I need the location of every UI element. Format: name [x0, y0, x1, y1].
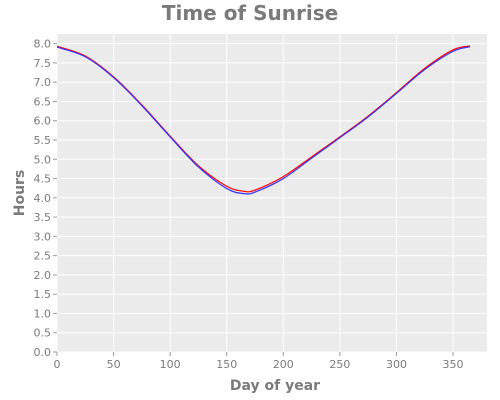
series-line-2: [56, 46, 471, 195]
y-tick-label: 3.5: [34, 211, 52, 224]
y-tick-label: 1.0: [34, 307, 52, 320]
y-tick-label: 4.0: [34, 192, 52, 205]
y-tick-label: 4.5: [34, 173, 52, 186]
plot-area: [57, 34, 487, 352]
chart-title: Time of Sunrise: [162, 1, 338, 25]
x-axis-title: Day of year: [230, 378, 320, 394]
y-tick-label: 7.5: [34, 57, 52, 70]
x-tick-label: 100: [160, 358, 181, 371]
grid: [56, 34, 487, 353]
y-tick-label: 2.0: [34, 269, 52, 282]
y-tick-label: 5.5: [34, 134, 52, 147]
y-tick-label: 5.0: [34, 153, 52, 166]
y-tick-label: 0.5: [34, 327, 52, 340]
x-tick-label: 0: [54, 358, 61, 371]
y-tick-label: 3.0: [34, 230, 52, 243]
x-tick-label: 50: [107, 358, 121, 371]
y-axis: 0.0 0.5 1.0 1.5 2.0 2.5 3.0 3.5 4.0 4.5 5.0 5.5 6.0 6…: [34, 38, 57, 359]
x-tick-label: 200: [273, 358, 294, 371]
x-tick-label: 300: [386, 358, 407, 371]
x-tick-label: 150: [216, 358, 237, 371]
x-tick-label: 250: [329, 358, 350, 371]
x-tick-label: 350: [443, 358, 464, 371]
x-axis: 0 50 100 150 200 250 300 350: [54, 352, 464, 371]
y-tick-label: 6.0: [34, 115, 52, 128]
y-tick-label: 6.5: [34, 95, 52, 108]
y-tick-label: 2.5: [34, 250, 52, 263]
y-tick-label: 7.0: [34, 76, 52, 89]
y-tick-label: 0.0: [34, 346, 52, 359]
series-group: [56, 45, 471, 195]
y-tick-label: 8.0: [34, 38, 52, 51]
y-axis-title: Hours: [12, 170, 28, 217]
y-tick-label: 1.5: [34, 288, 52, 301]
